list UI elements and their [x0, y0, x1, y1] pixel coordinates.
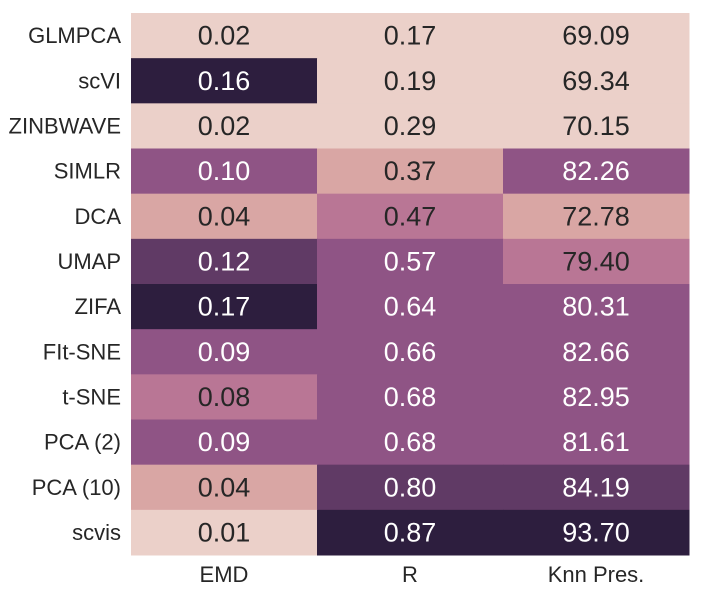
cell-value-label: 0.68: [384, 382, 437, 412]
heatmap-cell: [503, 284, 690, 330]
row-label-zifa: ZIFA: [75, 294, 122, 319]
heatmap-cell: [131, 13, 318, 59]
heatmap-cell: [317, 58, 504, 104]
column-label-r: R: [402, 562, 418, 587]
row-label-t-sne: t-SNE: [62, 384, 121, 409]
heatmap-cell: [503, 419, 690, 466]
cell-value-label: 81.61: [562, 427, 630, 457]
heatmap-cell: [503, 374, 690, 420]
heatmap-cell: [131, 103, 318, 149]
cell-value-label: 0.09: [198, 337, 251, 367]
row-label-fit-sne: FIt-SNE: [43, 339, 121, 364]
column-label-emd: EMD: [200, 562, 249, 587]
heatmap-cell: [317, 13, 504, 59]
cell-value-label: 0.10: [198, 156, 251, 186]
heatmap-cell: [503, 464, 690, 511]
row-label-zinbwave: ZINBWAVE: [9, 113, 121, 138]
cell-value-label: 72.78: [562, 201, 630, 231]
cell-value-label: 0.66: [384, 337, 437, 367]
cell-value-label: 0.64: [384, 292, 437, 322]
heatmap-cell: [503, 329, 690, 375]
heatmap-cell: [317, 329, 504, 375]
heatmap-cell: [503, 238, 690, 285]
cell-value-label: 0.01: [198, 517, 251, 547]
heatmap-cell: [503, 103, 690, 149]
cell-value-label: 70.15: [562, 111, 630, 141]
heatmap-cell: [317, 148, 504, 195]
cell-value-label: 0.12: [198, 246, 251, 276]
cell-value-label: 0.08: [198, 382, 251, 412]
row-label-scvis: scvis: [72, 520, 121, 545]
cell-value-label: 0.02: [198, 111, 251, 141]
row-label-scvi: scVI: [78, 68, 121, 93]
row-label-glmpca: GLMPCA: [28, 23, 121, 48]
heatmap-cell: [317, 374, 504, 420]
cell-value-label: 0.17: [198, 292, 251, 322]
heatmap-cell: [317, 193, 504, 240]
heatmap-cell: [131, 464, 318, 511]
row-label-simlr: SIMLR: [54, 159, 121, 184]
cell-value-label: 82.95: [562, 382, 630, 412]
heatmap-cell: [503, 58, 690, 104]
cell-value-label: 0.02: [198, 21, 251, 51]
cell-value-label: 0.04: [198, 472, 251, 502]
cell-value-label: 79.40: [562, 246, 630, 276]
cell-value-label: 0.37: [384, 156, 437, 186]
heatmap-cell: [131, 238, 318, 285]
cell-value-label: 82.26: [562, 156, 630, 186]
heatmap-cell: [131, 374, 318, 420]
heatmap-cell: [131, 284, 318, 330]
cell-value-label: 0.47: [384, 201, 437, 231]
cell-value-label: 82.66: [562, 337, 630, 367]
row-label-pca-10: PCA (10): [32, 475, 121, 500]
cell-value-label: 93.70: [562, 517, 630, 547]
heatmap-cell: [503, 509, 690, 556]
cell-value-label: 0.19: [384, 66, 437, 96]
column-label-knn-pres: Knn Pres.: [548, 562, 645, 587]
cell-value-label: 0.17: [384, 21, 437, 51]
heatmap-cell: [317, 103, 504, 149]
cell-value-label: 69.09: [562, 21, 630, 51]
heatmap-cell: [131, 329, 318, 375]
cell-value-label: 69.34: [562, 66, 630, 96]
heatmap-cell: [131, 509, 318, 556]
cell-value-label: 0.09: [198, 427, 251, 457]
heatmap-cell: [317, 419, 504, 466]
heatmap-cell: [503, 148, 690, 195]
cell-value-label: 0.68: [384, 427, 437, 457]
row-label-pca-2: PCA (2): [44, 430, 121, 455]
heatmap-cell: [317, 238, 504, 285]
heatmap-cell: [131, 148, 318, 195]
cell-value-label: 0.80: [384, 472, 437, 502]
cell-value-label: 0.29: [384, 111, 437, 141]
cell-value-label: 0.16: [198, 66, 251, 96]
heatmap-cell: [317, 284, 504, 330]
cell-value-label: 0.87: [384, 517, 437, 547]
heatmap-cell: [317, 509, 504, 556]
cell-value-label: 80.31: [562, 292, 630, 322]
heatmap-cell: [503, 193, 690, 240]
heatmap-cell: [317, 464, 504, 511]
cell-value-label: 0.57: [384, 246, 437, 276]
cell-value-label: 84.19: [562, 472, 630, 502]
heatmap-cell: [131, 193, 318, 240]
heatmap-cell: [503, 13, 690, 59]
row-label-umap: UMAP: [57, 249, 121, 274]
heatmap-cell: [131, 419, 318, 466]
row-label-dca: DCA: [75, 204, 122, 229]
cell-value-label: 0.04: [198, 201, 251, 231]
heatmap-cell: [131, 58, 318, 104]
